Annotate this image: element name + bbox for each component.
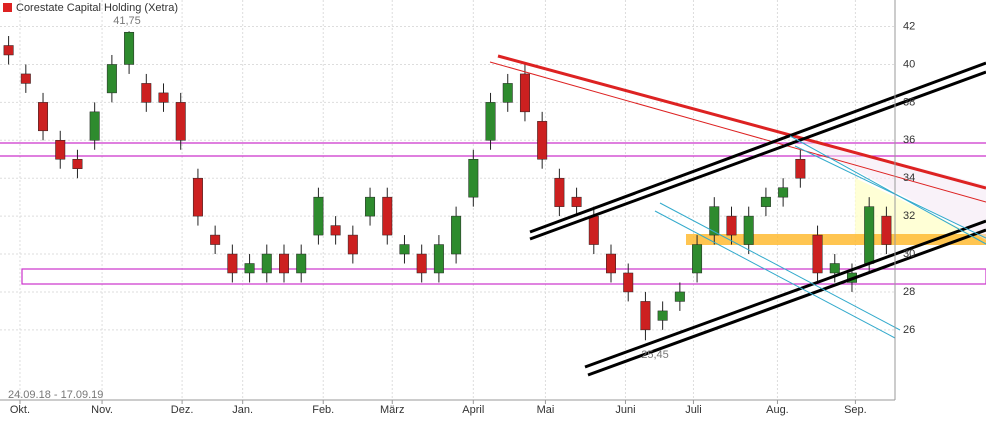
trend-channel xyxy=(584,219,986,369)
trend-line xyxy=(654,210,896,339)
candle-body xyxy=(416,253,427,274)
candle-body xyxy=(588,215,599,245)
candle-body xyxy=(640,301,651,331)
candle-body xyxy=(795,158,806,179)
candle-body xyxy=(451,215,462,255)
resistance-zone xyxy=(686,234,986,245)
date-range: 24.09.18 - 17.09.19 xyxy=(8,389,103,401)
candle-body xyxy=(106,64,117,94)
candle-body xyxy=(864,206,875,264)
candle-body xyxy=(20,73,31,84)
annotation: 41,75 xyxy=(113,15,141,27)
trend-line xyxy=(794,145,986,239)
candle-body xyxy=(296,253,307,274)
candle-body xyxy=(279,253,289,274)
candle-body xyxy=(537,121,548,160)
trend-channel xyxy=(529,61,986,234)
x-tick-label: Juni xyxy=(615,404,635,416)
x-tick-label: Juli xyxy=(685,404,702,416)
candle-body xyxy=(881,215,892,245)
candle-body xyxy=(175,102,186,141)
candle-body xyxy=(829,263,840,274)
y-tick-label: 36 xyxy=(903,134,915,146)
y-tick-label: 26 xyxy=(903,324,915,336)
x-tick-label: März xyxy=(380,404,404,416)
support-zone xyxy=(21,268,986,285)
candle-body xyxy=(382,196,393,236)
legend-swatch xyxy=(3,3,12,12)
y-tick-label: 32 xyxy=(903,210,915,222)
trend-line xyxy=(659,202,901,331)
x-tick-label: Nov. xyxy=(91,404,113,416)
y-tick-label: 34 xyxy=(903,172,915,184)
candle-body xyxy=(210,234,221,245)
x-tick-label: April xyxy=(462,404,484,416)
wedge xyxy=(790,135,986,240)
candle-body xyxy=(812,234,823,274)
candle-body xyxy=(778,187,789,198)
candle-body xyxy=(623,272,634,293)
annotation: 25,45 xyxy=(641,349,669,361)
candles xyxy=(3,31,892,341)
y-tick-label: 40 xyxy=(903,58,915,70)
candle-body xyxy=(72,158,83,169)
trend-channel xyxy=(587,228,986,377)
candle-body xyxy=(760,196,771,207)
x-tick-label: Jan. xyxy=(232,404,253,416)
chart-title: Corestate Capital Holding (Xetra) xyxy=(16,2,178,14)
candle-body xyxy=(89,111,100,141)
x-tick-label: Sep. xyxy=(844,404,867,416)
candle-body xyxy=(330,225,341,236)
candle-body xyxy=(192,177,203,217)
candle-body xyxy=(365,196,376,217)
candle-body xyxy=(743,215,754,245)
x-tick-label: Feb. xyxy=(312,404,334,416)
y-tick-label: 28 xyxy=(903,286,915,298)
candle-body xyxy=(55,140,66,160)
trend-channel xyxy=(529,70,986,241)
candle-body xyxy=(726,215,737,236)
candle-body xyxy=(519,73,530,113)
candle-body xyxy=(399,244,410,255)
y-tick-label: 30 xyxy=(903,248,915,260)
x-tick-label: Dez. xyxy=(171,404,194,416)
candle-body xyxy=(502,83,513,103)
candle-body xyxy=(38,102,49,132)
candle-body xyxy=(261,253,272,274)
candle-body xyxy=(313,196,324,236)
candle-body xyxy=(709,206,720,236)
candle-body xyxy=(674,291,685,302)
x-tick-label: Aug. xyxy=(766,404,789,416)
trend-line xyxy=(489,61,986,203)
candle-body xyxy=(657,310,668,321)
candle-body xyxy=(433,244,444,274)
candle-body xyxy=(554,177,565,207)
candle-body xyxy=(571,196,582,207)
candle-body xyxy=(124,31,135,65)
candle-body xyxy=(141,83,152,103)
y-tick-label: 38 xyxy=(903,96,915,108)
candle-body xyxy=(227,253,238,274)
candle-body xyxy=(3,45,14,56)
trend-line xyxy=(789,135,986,245)
candle-body xyxy=(692,244,703,274)
candle-body xyxy=(485,102,496,141)
candle-body xyxy=(606,253,616,274)
trend-line xyxy=(497,54,986,190)
candle-body xyxy=(244,263,255,274)
candle-body xyxy=(158,92,169,103)
y-tick-label: 42 xyxy=(903,20,915,32)
candle-body xyxy=(347,234,358,255)
candle-body xyxy=(468,158,479,198)
x-tick-label: Mai xyxy=(537,404,555,416)
x-tick-label: Okt. xyxy=(10,404,30,416)
